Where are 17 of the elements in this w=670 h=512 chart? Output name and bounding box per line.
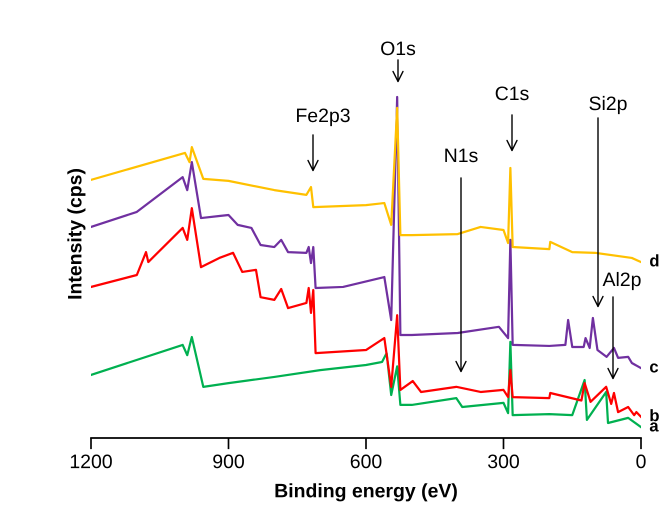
y-axis-title: Intensity (cps)	[67, 169, 86, 299]
series-label: a	[650, 422, 659, 432]
x-tick-label: 900	[213, 454, 244, 468]
annotation: Al2p	[602, 272, 641, 290]
annotation: C1s	[496, 86, 529, 100]
annotation: N1s	[445, 148, 478, 162]
x-axis-title: Binding energy (eV)	[275, 483, 457, 502]
series-label: b	[650, 409, 659, 422]
x-tick-label: 0	[636, 454, 646, 468]
x-tick-label: 600	[350, 454, 382, 468]
series-label: d	[650, 254, 658, 267]
annotation: Fe2p3	[297, 108, 350, 126]
x-tick-label: 300	[488, 454, 519, 468]
series-label: c	[650, 363, 658, 373]
annotation: Si2p	[589, 96, 627, 114]
text: O1s	[381, 41, 416, 56]
x-tick-label: 1200	[70, 454, 112, 468]
